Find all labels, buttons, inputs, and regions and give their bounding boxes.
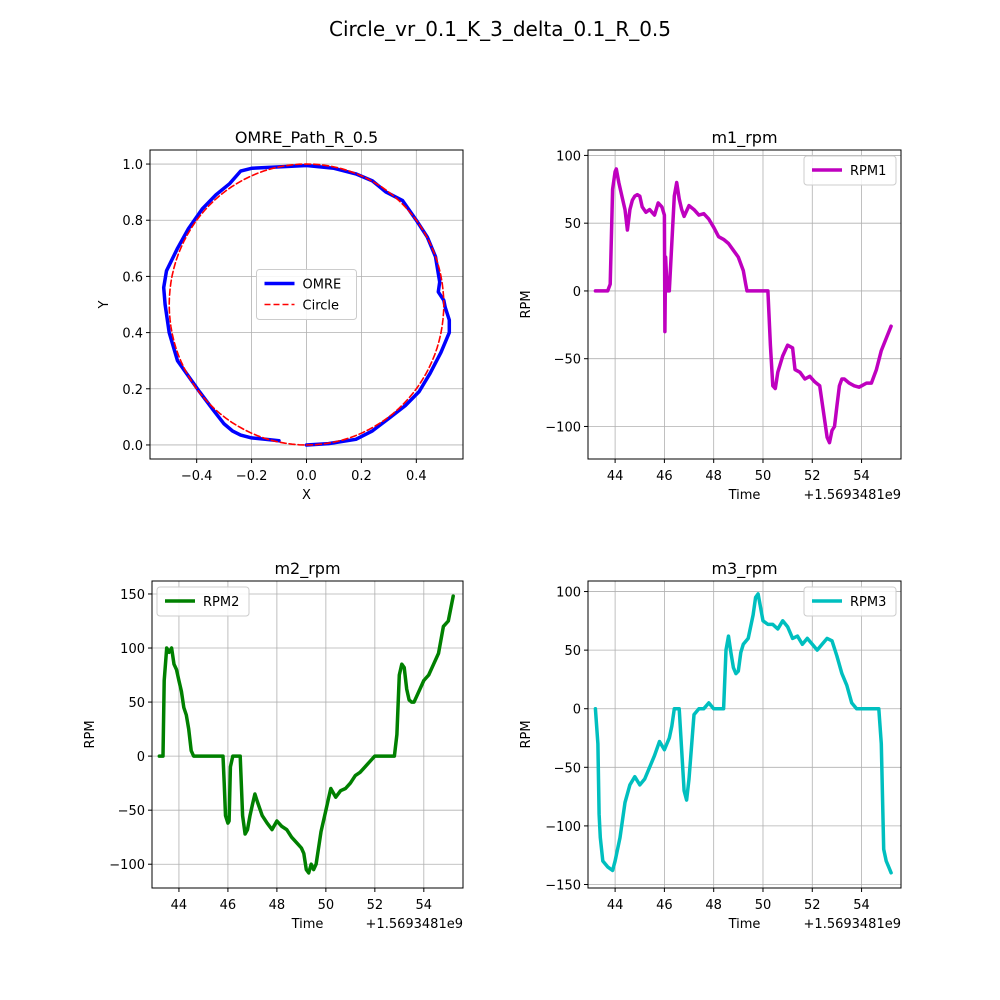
y-tick-label: 0.2 <box>122 383 143 398</box>
y-tick-label: −100 <box>545 420 581 435</box>
series-line-rpm1 <box>593 167 893 445</box>
x-axis-label: Time <box>728 488 761 503</box>
x-tick-label: 48 <box>705 898 722 913</box>
legend: RPM1 <box>803 155 897 186</box>
axes-frame <box>151 580 464 889</box>
legend-label: RPM3 <box>850 595 886 610</box>
axes-frame <box>587 149 902 460</box>
x-tick-label: 52 <box>367 898 384 913</box>
x-tick-label: 44 <box>607 898 624 913</box>
legend: OMRE Circle <box>256 269 357 320</box>
series-line-rpm2 <box>157 594 455 875</box>
axes-frame <box>587 580 902 889</box>
x-tick-label: 46 <box>656 898 673 913</box>
y-tick-label: 50 <box>128 696 145 711</box>
x-axis-label: X <box>302 488 311 503</box>
series-layer <box>593 167 893 445</box>
y-tick-label: 1.0 <box>122 158 143 173</box>
y-axis-label: RPM <box>519 290 534 318</box>
figure-title: Circle_vr_0.1_K_3_delta_0.1_R_0.5 <box>329 17 671 41</box>
y-tick-label: 0.0 <box>122 439 143 454</box>
x-axis-offset-label: +1.5693481e9 <box>804 488 901 503</box>
x-axis-offset-label: +1.5693481e9 <box>366 917 463 932</box>
subplot-4: 44 46 48 50 52 54 −150 −100 −50 0 50 100 m3_rpm Time +… <box>519 559 902 932</box>
x-tick-label: 52 <box>804 469 821 484</box>
y-tick-label: 100 <box>120 642 145 657</box>
series-line-circle <box>168 163 445 446</box>
legend-label: Circle <box>303 299 340 314</box>
x-tick-label: −0.2 <box>236 469 268 484</box>
x-axis-label: Time <box>728 917 761 932</box>
y-axis-label: Y <box>97 300 112 309</box>
legend: RPM2 <box>156 586 250 617</box>
series-layer <box>161 163 452 447</box>
y-axis-label: RPM <box>83 720 98 748</box>
y-tick-label: 0.6 <box>122 270 143 285</box>
x-tick-label: 48 <box>269 898 286 913</box>
x-tick-label: 50 <box>755 469 772 484</box>
series-line-rpm3 <box>593 592 893 875</box>
y-tick-label: −50 <box>118 804 145 819</box>
x-tick-label: 48 <box>705 469 722 484</box>
y-axis-label: RPM <box>519 720 534 748</box>
legend-box <box>803 155 897 186</box>
y-tick-label: 0 <box>573 703 581 718</box>
y-tick-label: 100 <box>556 149 581 164</box>
x-tick-label: 54 <box>416 898 433 913</box>
x-tick-label: 0.2 <box>351 469 372 484</box>
y-tick-label: 50 <box>564 644 581 659</box>
y-tick-label: −100 <box>545 820 581 835</box>
x-axis-offset-label: +1.5693481e9 <box>804 917 901 932</box>
y-tick-label: 0 <box>573 285 581 300</box>
x-tick-label: −0.4 <box>181 469 213 484</box>
x-tick-label: 54 <box>853 469 870 484</box>
x-tick-label: 52 <box>804 898 821 913</box>
y-tick-label: 0.8 <box>122 214 143 229</box>
legend-label: OMRE <box>303 278 342 293</box>
legend-box <box>156 586 250 617</box>
y-tick-label: −150 <box>545 878 581 893</box>
legend-label: RPM2 <box>203 595 239 610</box>
x-tick-label: 0.0 <box>296 469 317 484</box>
x-tick-label: 46 <box>220 898 237 913</box>
x-tick-label: 0.4 <box>406 469 427 484</box>
x-tick-label: 50 <box>755 898 772 913</box>
subplot-grid: −0.4 −0.2 0.0 0.2 0.4 0.0 0.2 0.4 0.6 0.8 1.0 OMRE_… <box>83 128 902 932</box>
y-tick-label: 0.4 <box>122 327 143 342</box>
x-tick-label: 44 <box>607 469 624 484</box>
legend: RPM3 <box>803 586 897 617</box>
y-tick-label: 50 <box>564 217 581 232</box>
y-tick-label: −50 <box>554 353 581 368</box>
y-tick-label: −100 <box>109 858 145 873</box>
y-tick-label: 150 <box>120 588 145 603</box>
subplot-title: m1_rpm <box>711 128 777 148</box>
x-tick-label: 50 <box>318 898 335 913</box>
y-tick-label: 0 <box>137 750 145 765</box>
y-tick-label: −50 <box>554 761 581 776</box>
series-layer <box>157 594 455 875</box>
x-tick-label: 46 <box>656 469 673 484</box>
subplot-title: OMRE_Path_R_0.5 <box>235 128 378 148</box>
x-tick-label: 44 <box>171 898 188 913</box>
subplot-1: −0.4 −0.2 0.0 0.2 0.4 0.0 0.2 0.4 0.6 0.8 1.0 OMRE_… <box>97 128 464 503</box>
series-layer <box>593 592 893 875</box>
subplot-title: m2_rpm <box>274 559 340 579</box>
legend-box <box>803 586 897 617</box>
x-tick-label: 54 <box>853 898 870 913</box>
subplot-3: 44 46 48 50 52 54 −100 −50 0 50 100 150 m2_rpm Time +1… <box>83 559 464 932</box>
y-tick-label: 100 <box>556 586 581 601</box>
subplot-2: 44 46 48 50 52 54 −100 −50 0 50 100 m1_rpm Time +1.56… <box>519 128 902 503</box>
x-axis-label: Time <box>291 917 324 932</box>
subplot-title: m3_rpm <box>711 559 777 579</box>
legend-label: RPM1 <box>850 164 886 179</box>
